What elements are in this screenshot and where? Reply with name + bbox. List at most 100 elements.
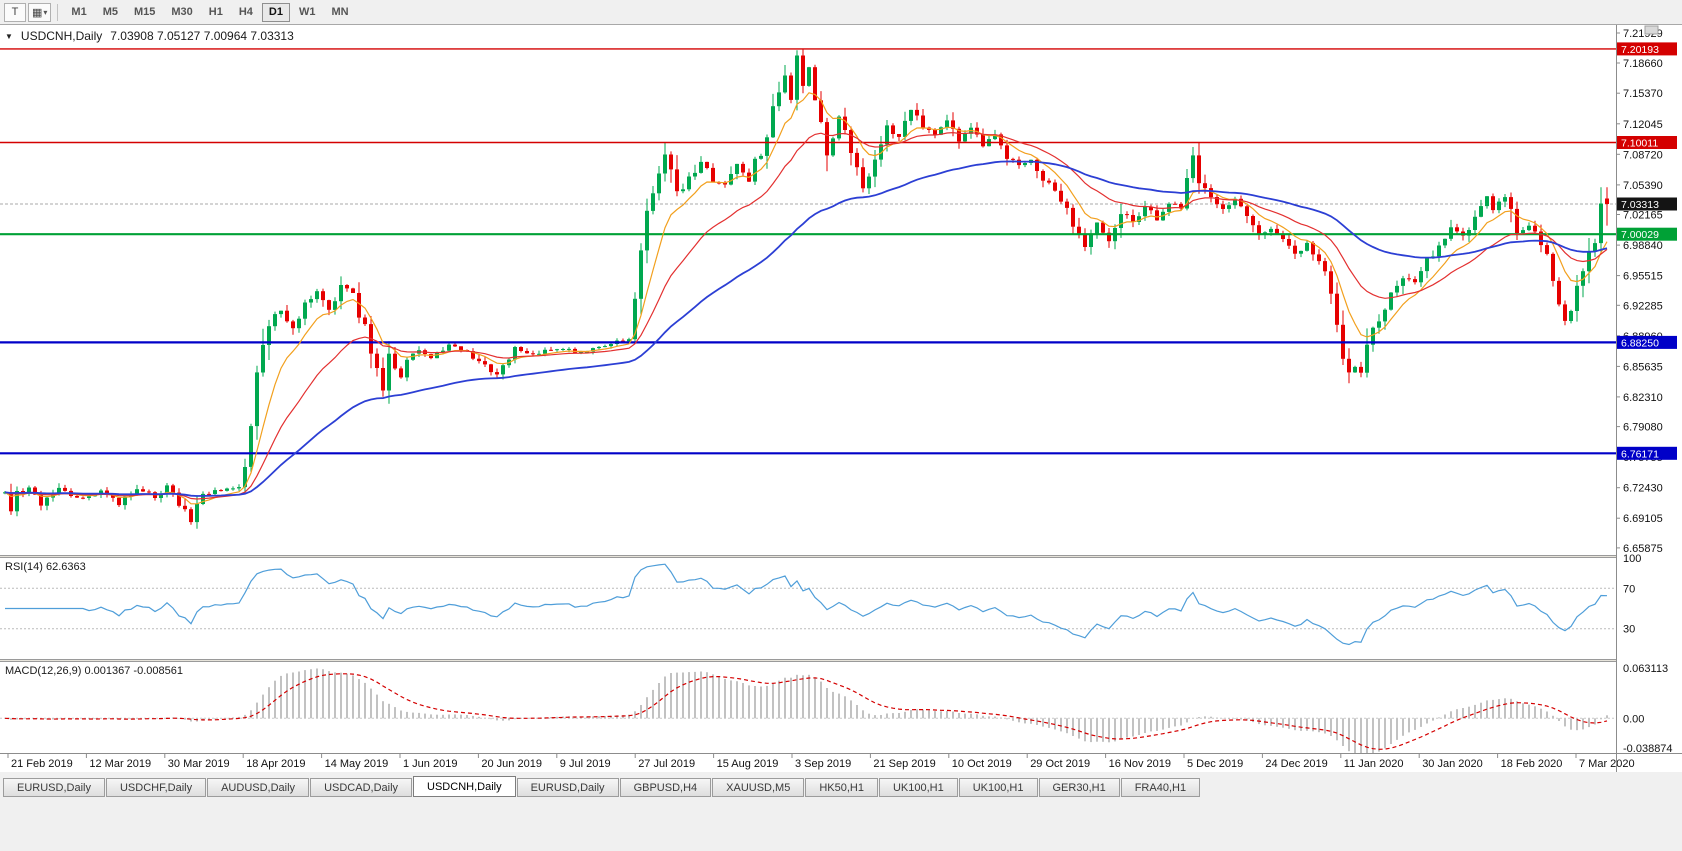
chart-symbol-label: USDCNH,Daily [20, 29, 103, 43]
price-axis-badge: 7.00029 [1617, 227, 1677, 241]
price-axis-label: 6.65875 [1623, 543, 1663, 555]
chart-background [0, 25, 1682, 772]
chart-tab-eurusd-daily[interactable]: EURUSD,Daily [3, 778, 105, 797]
price-axis-label: 7.15370 [1623, 88, 1663, 100]
chart-tab-usdcnh-daily[interactable]: USDCNH,Daily [413, 776, 516, 797]
macd-axis-label: 0.063113 [1623, 663, 1668, 675]
ma-21-line [4, 131, 1608, 500]
chart-tab-eurusd-daily[interactable]: EURUSD,Daily [516, 778, 619, 797]
date-axis[interactable]: 21 Feb 2019 12 Mar 2019 30 Mar 2019 18 Apr … [0, 753, 1682, 770]
timeframe-m15-button[interactable]: M15 [133, 5, 156, 18]
chart-title: ▼ USDCNH,Daily 7.03908 7.05127 7.00964 7… [5, 29, 294, 43]
price-axis-label: 6.72430 [1623, 483, 1663, 495]
timeframe-group: M1 M5 M15 M30 H1 H4 D1 W1 MN [63, 2, 356, 22]
chart-window: 21 Feb 2019 12 Mar 2019 30 Mar 2019 18 Apr … [0, 24, 1682, 772]
date-axis-label: 18 Feb 2020 [1501, 758, 1563, 770]
objects-dropdown-icon: ▦ [32, 6, 43, 19]
price-pane [0, 48, 1616, 529]
date-axis-label: 15 Aug 2019 [717, 758, 779, 770]
text-tool-button[interactable]: T [4, 2, 26, 22]
pane-divider[interactable] [0, 659, 1682, 662]
chart-tab-audusd-daily[interactable]: AUDUSD,Daily [207, 778, 310, 797]
chart-tab-hk50-h1[interactable]: HK50,H1 [805, 778, 878, 797]
rsi-axis-label: 30 [1623, 624, 1635, 636]
rsi-line [5, 563, 1608, 646]
chart-tab-uk100-h1[interactable]: UK100,H1 [878, 778, 958, 797]
pane-divider[interactable] [0, 555, 1682, 558]
chart-menu-icon[interactable]: ▼ [5, 31, 13, 41]
chart-tab-usdcad-daily[interactable]: USDCAD,Daily [310, 778, 413, 797]
ma-55-line [4, 160, 1608, 497]
timeframe-m1-button[interactable]: M1 [71, 5, 87, 18]
date-axis-label: 29 Oct 2019 [1030, 758, 1090, 770]
objects-dropdown-button[interactable]: ▦ ▾ [28, 2, 52, 22]
rsi-indicator-label: RSI(14) 62.6363 [5, 561, 86, 573]
price-axis-badge: 7.03313 [1617, 197, 1677, 211]
chart-canvas[interactable]: 21 Feb 2019 12 Mar 2019 30 Mar 2019 18 Apr … [0, 25, 1682, 772]
price-axis-badge: 6.88250 [1617, 335, 1677, 349]
price-axis-label: 7.12045 [1623, 119, 1663, 131]
date-axis-label: 7 Mar 2020 [1579, 758, 1635, 770]
chart-tab-uk100-h1[interactable]: UK100,H1 [958, 778, 1038, 797]
price-axis-label: 6.85635 [1623, 361, 1663, 373]
chart-tab-gbpusd-h4[interactable]: GBPUSD,H4 [619, 778, 712, 797]
rsi-pane [0, 563, 1616, 646]
chart-tab-ger30-h1[interactable]: GER30,H1 [1038, 778, 1120, 797]
price-axis-badge: 6.76171 [1617, 446, 1677, 460]
svg-text:7.10011: 7.10011 [1621, 138, 1658, 150]
date-axis-label: 1 Jun 2019 [403, 758, 457, 770]
dropdown-caret-icon: ▾ [43, 7, 48, 17]
price-axis-label: 7.08720 [1623, 149, 1663, 161]
svg-text:7.20193: 7.20193 [1621, 44, 1659, 56]
chart-tab-bar: EURUSD,Daily USDCHF,Daily AUDUSD,Daily USDC… [0, 775, 1682, 797]
macd-pane [0, 668, 1616, 753]
price-axis-label: 7.02165 [1623, 210, 1663, 222]
price-axis-badge: 7.20193 [1617, 42, 1677, 56]
date-axis-label: 12 Mar 2019 [89, 758, 151, 770]
svg-text:7.00029: 7.00029 [1621, 229, 1659, 241]
date-axis-label: 16 Nov 2019 [1109, 758, 1171, 770]
rsi-axis-label: 70 [1623, 583, 1635, 595]
chart-tab-usdchf-daily[interactable]: USDCHF,Daily [105, 778, 207, 797]
scroll-corner[interactable] [1644, 25, 1659, 35]
svg-text:6.76171: 6.76171 [1621, 448, 1659, 460]
macd-signal-line [4, 673, 1608, 750]
top-toolbar: T ▦ ▾ M1 M5 M15 M30 H1 H4 D1 W1 MN [0, 0, 1682, 24]
chart-tab-fra40-h1[interactable]: FRA40,H1 [1120, 778, 1201, 797]
price-axis-label: 7.18660 [1623, 58, 1663, 70]
date-axis-label: 3 Sep 2019 [795, 758, 851, 770]
chart-tab-xauusd-m5[interactable]: XAUUSD,M5 [712, 778, 805, 797]
date-axis-label: 9 Jul 2019 [560, 758, 611, 770]
date-axis-label: 11 Jan 2020 [1344, 758, 1404, 770]
toolbar-buttons: T ▦ ▾ [3, 2, 52, 22]
price-axis-label: 6.98840 [1623, 240, 1663, 252]
macd-indicator-label: MACD(12,26,9) 0.001367 -0.008561 [5, 665, 183, 677]
date-axis-label: 18 Apr 2019 [246, 758, 305, 770]
price-axis-label: 6.95515 [1623, 271, 1663, 283]
macd-axis-label: 0.00 [1623, 713, 1644, 725]
timeframe-d1-button[interactable]: D1 [261, 2, 290, 22]
svg-text:7.03313: 7.03313 [1621, 199, 1659, 211]
price-axis-label: 6.82310 [1623, 392, 1663, 404]
date-axis-label: 14 May 2019 [325, 758, 389, 770]
timeframe-mn-button[interactable]: MN [331, 5, 349, 18]
chart-ohlc-label: 7.03908 7.05127 7.00964 7.03313 [110, 29, 294, 43]
date-axis-label: 24 Dec 2019 [1265, 758, 1327, 770]
text-tool-icon: T [11, 6, 19, 18]
date-axis-label: 5 Dec 2019 [1187, 758, 1243, 770]
price-axis-badge: 7.10011 [1617, 136, 1677, 150]
date-axis-label: 27 Jul 2019 [638, 758, 695, 770]
timeframe-h4-button[interactable]: H4 [238, 5, 253, 18]
timeframe-m30-button[interactable]: M30 [171, 5, 193, 18]
date-axis-label: 21 Sep 2019 [873, 758, 935, 770]
timeframe-h1-button[interactable]: H1 [208, 5, 223, 18]
timeframe-w1-button[interactable]: W1 [298, 5, 316, 18]
svg-text:6.88250: 6.88250 [1621, 337, 1659, 349]
candles-layer [3, 49, 1609, 529]
date-axis-label: 30 Mar 2019 [168, 758, 230, 770]
date-axis-label: 20 Jun 2019 [481, 758, 542, 770]
date-axis-label: 21 Feb 2019 [11, 758, 73, 770]
timeframe-m5-button[interactable]: M5 [102, 5, 118, 18]
date-axis-label: 10 Oct 2019 [952, 758, 1012, 770]
rsi-axis-label: 100 [1623, 553, 1641, 565]
